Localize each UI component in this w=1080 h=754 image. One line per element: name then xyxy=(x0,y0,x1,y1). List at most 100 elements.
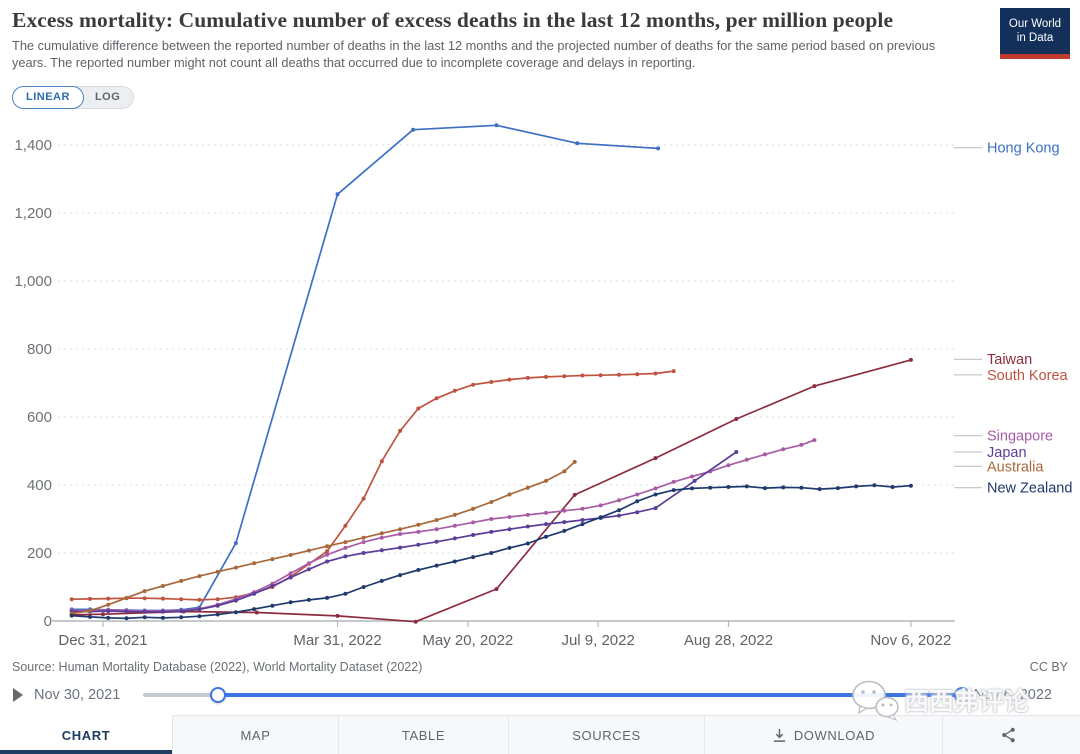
license-link[interactable]: CC BY xyxy=(1029,659,1068,674)
tab-download[interactable]: DOWNLOAD xyxy=(704,716,942,754)
data-point-new-zealand xyxy=(598,515,603,520)
data-point-south-korea xyxy=(489,379,494,384)
data-point-south-korea xyxy=(671,368,676,373)
chart-area: 0 200 400 600 800 1,000 1,200 1,400 Dec 31, 2021… xyxy=(0,111,1080,656)
owid-logo-line2: in Data xyxy=(1016,32,1054,44)
data-point-new-zealand xyxy=(489,550,494,555)
data-point-new-zealand xyxy=(799,485,804,490)
data-point-japan xyxy=(525,524,530,529)
y-axis-tick-label: 800 xyxy=(27,341,52,358)
y-axis-tick-label: 600 xyxy=(27,409,52,426)
linear-scale-button[interactable]: LINEAR xyxy=(12,85,84,109)
data-point-japan xyxy=(734,449,739,454)
data-point-japan xyxy=(562,519,567,524)
tab-table[interactable]: TABLE xyxy=(338,716,508,754)
data-point-singapore xyxy=(799,442,804,447)
series-label-new-zealand[interactable]: New Zealand xyxy=(987,481,1072,497)
data-point-japan xyxy=(379,548,384,553)
data-point-south-korea xyxy=(471,382,476,387)
series-label-japan[interactable]: Japan xyxy=(987,445,1027,461)
timeline-track[interactable] xyxy=(143,686,970,703)
log-scale-button[interactable]: LOG xyxy=(71,85,135,109)
data-point-australia xyxy=(288,552,293,557)
data-point-singapore xyxy=(580,506,585,511)
series-label-south-korea[interactable]: South Korea xyxy=(987,368,1069,384)
data-point-south-korea xyxy=(617,372,621,377)
tab-chart[interactable]: CHART xyxy=(0,715,172,754)
timeline-start-handle[interactable] xyxy=(210,686,226,703)
timeline: Nov 30, 2021 Nov 6, 2022 xyxy=(0,680,1080,710)
data-point-japan xyxy=(288,575,293,580)
data-point-singapore xyxy=(361,539,366,544)
data-point-australia xyxy=(124,595,129,600)
owid-logo-line1: Our World xyxy=(1008,17,1062,30)
timeline-start-date[interactable]: Nov 30, 2021 xyxy=(34,686,121,703)
data-point-japan xyxy=(544,521,548,526)
chart-footer: Source: Human Mortality Database (2022),… xyxy=(0,660,1080,674)
data-point-taiwan xyxy=(254,610,259,615)
data-point-australia xyxy=(142,588,147,593)
data-point-south-korea xyxy=(179,596,184,601)
data-point-taiwan xyxy=(413,619,418,624)
data-point-new-zealand xyxy=(726,484,731,489)
data-point-south-korea xyxy=(197,597,202,602)
timeline-end-date[interactable]: Nov 6, 2022 xyxy=(973,686,1052,703)
series-label-taiwan[interactable]: Taiwan xyxy=(987,352,1032,368)
owid-logo[interactable]: Our World in Data xyxy=(1000,8,1070,59)
data-point-new-zealand xyxy=(452,559,457,564)
data-point-new-zealand xyxy=(744,484,749,489)
series-label-hong-kong[interactable]: Hong Kong xyxy=(987,141,1060,157)
data-point-singapore xyxy=(598,503,603,508)
data-point-singapore xyxy=(525,512,530,517)
x-axis-tick-label: Nov 6, 2022 xyxy=(870,632,951,649)
data-point-new-zealand xyxy=(781,485,786,490)
data-point-singapore xyxy=(781,447,786,452)
series-label-australia[interactable]: Australia xyxy=(987,459,1044,475)
y-axis-tick-label: 0 xyxy=(44,613,52,630)
data-point-taiwan xyxy=(572,492,577,497)
timeline-end-handle[interactable] xyxy=(954,686,970,703)
tab-share[interactable] xyxy=(942,716,1080,754)
series-line-singapore[interactable] xyxy=(71,439,815,612)
data-point-japan xyxy=(142,609,147,614)
data-point-south-korea xyxy=(106,596,111,601)
data-point-south-korea xyxy=(142,595,147,600)
timeline-track-fill xyxy=(218,692,962,697)
tab-chart-label: CHART xyxy=(61,727,111,743)
data-point-singapore xyxy=(726,463,731,468)
data-point-singapore xyxy=(306,560,311,565)
data-point-south-korea xyxy=(416,406,421,411)
data-point-new-zealand xyxy=(124,616,129,621)
data-point-new-zealand xyxy=(233,609,238,614)
data-point-australia xyxy=(197,573,202,578)
series-line-south-korea[interactable] xyxy=(71,370,674,601)
data-point-new-zealand xyxy=(635,499,640,504)
series-line-japan[interactable] xyxy=(71,451,737,613)
data-point-south-korea xyxy=(507,377,512,382)
play-button[interactable] xyxy=(12,687,26,702)
data-point-japan xyxy=(416,542,421,547)
data-point-singapore xyxy=(812,437,817,442)
series-line-taiwan[interactable] xyxy=(71,358,912,623)
data-point-singapore xyxy=(690,474,694,479)
data-point-australia xyxy=(179,578,184,583)
data-point-taiwan xyxy=(908,357,913,362)
data-point-new-zealand xyxy=(197,613,202,618)
page-title: Excess mortality: Cumulative number of e… xyxy=(12,8,894,32)
series-label-singapore[interactable]: Singapore xyxy=(987,428,1053,444)
data-point-japan xyxy=(361,550,366,555)
data-point-australia xyxy=(434,517,439,522)
data-point-new-zealand xyxy=(817,486,822,491)
data-point-taiwan xyxy=(335,613,340,618)
data-point-australia xyxy=(306,548,311,553)
tab-map[interactable]: MAP xyxy=(172,716,338,754)
tab-sources[interactable]: SOURCES xyxy=(508,716,704,754)
data-point-new-zealand xyxy=(379,578,384,583)
data-point-singapore xyxy=(562,508,567,513)
y-axis-tick-label: 400 xyxy=(27,477,52,494)
data-point-new-zealand xyxy=(762,485,767,490)
data-point-australia xyxy=(471,506,476,511)
data-point-new-zealand xyxy=(471,554,476,559)
data-point-singapore xyxy=(617,498,621,503)
data-point-australia xyxy=(160,583,165,588)
